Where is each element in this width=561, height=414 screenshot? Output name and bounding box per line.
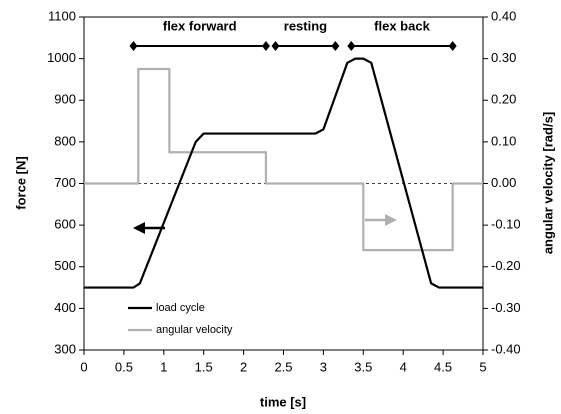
phase-marker [448, 41, 457, 51]
phase-marker [347, 41, 356, 51]
y-tick-label: 1100 [48, 8, 76, 23]
y-tick-label: 500 [54, 258, 76, 273]
velocity-arrow [365, 214, 397, 226]
series-line [84, 67, 483, 252]
y2-tick-label: 0.10 [491, 133, 516, 148]
phase-marker [331, 41, 340, 51]
y-tick-label: 700 [54, 175, 76, 190]
x-tick-label: 3 [320, 359, 327, 374]
x-tick-label: 1 [160, 359, 167, 374]
x-tick-label: 4 [400, 359, 407, 374]
x-tick-label: 2.5 [274, 359, 292, 374]
phase-marker [271, 41, 280, 51]
x-tick-label: 0.5 [115, 359, 133, 374]
y-tick-label: 1000 [47, 50, 76, 65]
y-tick-label: 900 [54, 92, 76, 107]
arrow-head [385, 214, 397, 226]
y2-tick-label: 0.30 [491, 50, 516, 65]
x-tick-label: 0 [80, 359, 87, 374]
phase-label: flex back [374, 18, 430, 33]
legend-label: load cycle [156, 302, 205, 314]
phase-marker [261, 41, 270, 51]
y-tick-label: 600 [54, 217, 76, 232]
y2-tick-label: 0.40 [491, 8, 516, 23]
y-tick-label: 400 [54, 300, 76, 315]
y2-tick-label: -0.40 [491, 341, 521, 356]
y2-tick-label: -0.20 [491, 258, 521, 273]
x-axis-label: time [s] [260, 394, 306, 409]
y2-tick-label: -0.30 [491, 300, 521, 315]
y2-tick-label: 0.00 [491, 175, 516, 190]
legend-label: angular velocity [156, 324, 233, 336]
x-tick-label: 3.5 [354, 359, 372, 374]
x-tick-label: 5 [479, 359, 486, 374]
phase-label: resting [284, 18, 327, 33]
y2-tick-label: -0.10 [491, 217, 521, 232]
y-axis-label: force [N] [13, 156, 28, 209]
y-tick-label: 800 [54, 133, 76, 148]
x-tick-label: 2 [240, 359, 247, 374]
series-line [84, 57, 483, 289]
y2-tick-label: 0.20 [491, 92, 516, 107]
x-tick-label: 1.5 [195, 359, 213, 374]
phase-marker [129, 41, 138, 51]
y-tick-label: 300 [54, 341, 76, 356]
arrow-head [133, 222, 145, 234]
y2-axis-label: angular velocity [rad/s] [540, 112, 555, 254]
phase-label: flex forward [163, 18, 237, 33]
x-tick-label: 4.5 [434, 359, 452, 374]
